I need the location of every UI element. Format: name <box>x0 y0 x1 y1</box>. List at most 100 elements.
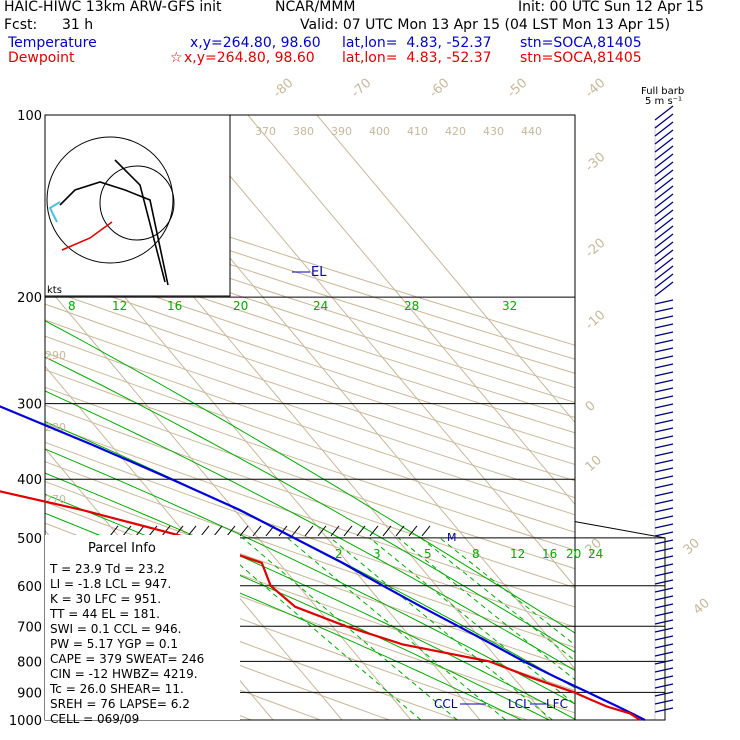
temperature-station: stn=SOCA,81405 <box>520 35 642 51</box>
parcel-info-row: LI = -1.8 LCL = 947. <box>50 577 171 591</box>
theta-label: 420 <box>445 125 466 138</box>
isotherm-line <box>45 365 343 720</box>
pressure-tick-label: 100 <box>17 109 42 124</box>
parcel-info-row: TT = 44 EL = 181. <box>49 607 160 621</box>
dewpoint-xy: x,y=264.80, 98.60 <box>184 50 315 66</box>
isotherm-label: -80 <box>271 76 297 101</box>
isotherm-line <box>247 115 575 506</box>
theta-e-label: 20 <box>233 299 248 313</box>
wind-barb <box>654 491 674 497</box>
hodograph-units-label: kts <box>47 285 62 296</box>
wind-barb <box>654 499 674 505</box>
hatch-mark <box>395 525 405 537</box>
pressure-axis-labels: 100 200 300 400 500 600 700 800 900 1000 <box>9 109 42 729</box>
wind-barb <box>654 233 674 249</box>
wind-barb <box>654 451 674 457</box>
wind-barb <box>654 225 674 241</box>
mixing-ratio-label: 16 <box>542 547 557 561</box>
wind-barb <box>654 281 674 297</box>
hodograph: kts <box>44 114 231 297</box>
parcel-info-row: Tc = 26.0 SHEAR= 11. <box>49 682 184 696</box>
hatch-mark <box>278 525 288 537</box>
hodograph-trace-mid <box>61 221 113 251</box>
wind-barb <box>654 339 674 345</box>
dry-adiabat-line <box>45 590 390 720</box>
parcel-info-row: PW = 5.17 YGP = 0.1 <box>50 637 178 651</box>
hatch-mark <box>187 525 197 537</box>
wind-barb <box>654 129 674 145</box>
wind-barb <box>654 483 674 489</box>
wind-barb <box>654 651 674 657</box>
isotherm-line <box>316 115 575 424</box>
wind-barb <box>654 257 674 273</box>
mixing-ratio-label: 2 <box>335 547 343 561</box>
dry-adiabat-line <box>45 422 575 608</box>
dry-adiabat-line <box>45 201 575 374</box>
mixing-ratio-line <box>369 537 575 705</box>
wind-barb <box>654 161 674 177</box>
isotherm-label: -50 <box>505 76 531 101</box>
temperature-latlon: lat,lon= 4.83, -52.37 <box>342 35 492 51</box>
theta-label: 410 <box>407 125 428 138</box>
wind-barb <box>654 193 674 209</box>
hatch-mark <box>252 525 262 537</box>
theta-label: 390 <box>331 125 352 138</box>
wind-barb <box>654 571 674 577</box>
wind-barb <box>654 419 674 425</box>
isotherm-label: -70 <box>349 76 375 101</box>
wind-barb <box>654 121 674 137</box>
temperature-xy: x,y=264.80, 98.60 <box>190 35 321 51</box>
theta-label: 430 <box>483 125 504 138</box>
dry-adiabat-line <box>45 215 575 389</box>
wind-barb <box>654 427 674 433</box>
pressure-tick-label: 700 <box>17 620 42 635</box>
wind-barb <box>654 507 674 513</box>
mixing-ratio-label: 3 <box>373 547 381 561</box>
dry-adiabat-line <box>45 461 575 649</box>
mixing-ratio-line <box>242 537 458 720</box>
wind-barb <box>654 675 674 681</box>
hatch-mark <box>343 525 353 537</box>
hatch-mark <box>382 525 392 537</box>
lower-panel-outline <box>574 521 666 721</box>
isotherm-label: 10 <box>583 453 605 475</box>
isotherm-label: 30 <box>681 536 703 558</box>
parcel-info-box: Parcel Info T = 23.9 Td = 23.2LI = -1.8 L… <box>45 535 240 726</box>
hatch-mark <box>317 525 327 537</box>
wind-barb <box>654 555 674 561</box>
wind-barb <box>654 145 674 161</box>
hatch-mark <box>304 525 314 537</box>
pressure-tick-label: 800 <box>17 655 42 670</box>
wind-barb <box>654 201 674 217</box>
wind-barb <box>654 699 674 705</box>
moist-adiabat-line <box>45 390 575 672</box>
wind-barb <box>654 459 674 465</box>
hatch-mark <box>148 525 158 537</box>
dewpoint-latlon: lat,lon= 4.83, -52.37 <box>342 50 492 66</box>
dewpoint-station: stn=SOCA,81405 <box>520 50 642 66</box>
wind-barb <box>654 387 674 393</box>
wind-barb <box>654 169 674 185</box>
wind-barb <box>654 307 674 313</box>
wind-barb <box>654 315 674 321</box>
theta-e-label: 32 <box>502 299 517 313</box>
wind-barb <box>654 563 674 569</box>
wind-barb <box>654 611 674 617</box>
hatch-mark <box>213 525 223 537</box>
wind-barb <box>654 603 674 609</box>
org-label: NCAR/MMM <box>275 0 356 15</box>
wind-barb <box>654 435 674 441</box>
dry-adiabat-line <box>45 480 575 670</box>
theta-label: 370 <box>255 125 276 138</box>
wind-barb <box>654 177 674 193</box>
wind-barb <box>654 587 674 593</box>
hatch-mark <box>226 525 236 537</box>
isotherm-line <box>178 115 575 588</box>
hatch-mark <box>109 525 119 537</box>
wind-barb <box>654 299 674 305</box>
hodograph-ring-inner <box>99 165 175 241</box>
pressure-tick-label: 500 <box>17 532 42 547</box>
hatch-mark <box>369 525 379 537</box>
wind-barb <box>654 475 674 481</box>
wind-barb <box>654 113 674 129</box>
